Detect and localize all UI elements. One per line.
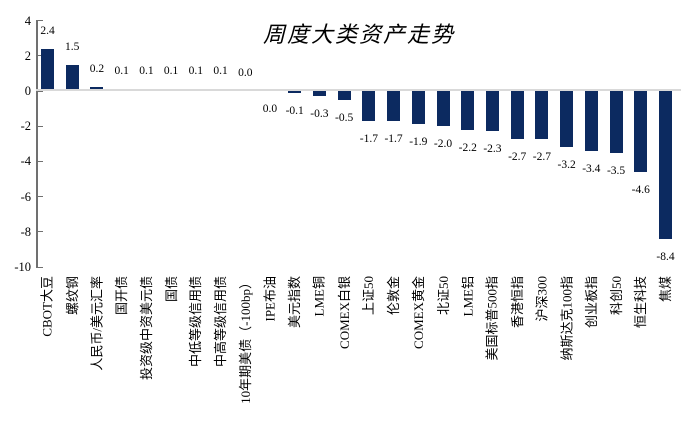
bar-value-label: 1.5	[65, 40, 80, 53]
bar-value-label: -0.1	[285, 104, 304, 117]
x-category-label: 创业板指	[583, 276, 599, 329]
y-tick-mark	[36, 266, 43, 268]
bar	[312, 91, 326, 97]
bar-value-label: 0.0	[262, 103, 278, 115]
y-tick-label: -6	[20, 189, 31, 204]
bar-value-label: 0.1	[139, 65, 154, 78]
bar	[337, 91, 351, 100]
bar-value-label: -2.7	[508, 150, 527, 163]
bar	[411, 91, 425, 125]
bar	[387, 91, 401, 121]
bar-value-label: -2.3	[483, 143, 502, 156]
x-category-label: 10年期美债（-100bp）	[237, 276, 253, 404]
bar-value-label: 0.1	[188, 65, 203, 78]
chart-title: 周度大类资产走势	[262, 22, 455, 47]
x-category-label: 中低等级信用债	[188, 276, 204, 368]
bar-value-label: 0.1	[213, 65, 228, 78]
x-category-label: 香港恒指	[509, 276, 525, 329]
bar	[609, 91, 623, 153]
bar	[634, 91, 648, 172]
x-category-label: 螺纹钢	[64, 276, 80, 316]
bar	[535, 91, 549, 139]
bar	[65, 64, 79, 91]
y-tick-label: -4	[20, 154, 31, 169]
zero-baseline	[36, 89, 681, 92]
x-category-label: LME铜	[311, 276, 327, 317]
x-category-label: 国债	[163, 276, 179, 303]
bar-value-label: -2.7	[532, 150, 551, 163]
bar	[510, 91, 524, 139]
bar-value-label: 2.4	[40, 24, 55, 37]
bar	[41, 48, 54, 91]
y-tick-label: 0	[24, 84, 31, 98]
x-category-label: CBOT大豆	[40, 276, 55, 337]
bar-value-label: -1.9	[409, 136, 428, 149]
x-category-label: 焦煤	[658, 276, 673, 303]
x-category-label: 人民币/美元汇率	[89, 276, 105, 371]
y-tick-mark	[36, 231, 43, 233]
x-category-label: 伦敦金	[386, 276, 402, 316]
bar-value-label: -0.5	[335, 111, 354, 124]
bar	[436, 91, 450, 127]
bar-value-label: 0.1	[163, 65, 179, 78]
x-category-label: 沪深300	[534, 276, 550, 322]
bar-value-label: 0.0	[238, 67, 253, 79]
bar-value-label: -3.5	[606, 164, 626, 177]
x-category-label: 投资级中资美元债	[138, 276, 154, 381]
y-tick-label: -2	[20, 119, 31, 134]
bar-value-label: -1.7	[384, 132, 403, 145]
x-category-label: COMEX白银	[336, 276, 352, 349]
bar	[584, 91, 598, 151]
y-tick-mark	[36, 196, 43, 198]
y-tick-mark	[36, 160, 43, 162]
y-tick-mark	[36, 20, 43, 22]
x-category-label: 国开债	[114, 276, 130, 316]
bar-value-label: -2.2	[458, 141, 477, 154]
x-category-label: IPE布油	[262, 276, 278, 322]
bar	[485, 91, 499, 132]
y-tick-label: 2	[24, 48, 31, 63]
x-category-label: 科创50	[608, 276, 624, 316]
bar-value-label: 0.1	[114, 65, 129, 78]
bar-value-label: -2.0	[433, 138, 453, 151]
x-category-label: 北证50	[435, 276, 451, 316]
y-axis-line	[36, 20, 38, 267]
bar-value-label: -3.2	[557, 159, 576, 172]
y-tick-label: -8	[20, 224, 31, 239]
x-category-label: 美国标普500指	[484, 276, 500, 361]
y-tick-mark	[36, 125, 43, 127]
bar-value-label: -0.3	[310, 108, 329, 121]
y-tick-mark	[36, 55, 43, 57]
y-tick-label: -10	[14, 260, 31, 274]
x-category-label: 上证50	[361, 276, 377, 316]
bar	[461, 91, 475, 130]
x-category-label: 恒生科技	[633, 276, 649, 329]
bar-value-label: -4.6	[631, 183, 650, 196]
bar	[659, 91, 672, 239]
bar-value-label: -3.4	[582, 162, 601, 175]
x-category-label: 中高等级信用债	[213, 276, 229, 368]
bar	[362, 91, 376, 121]
bar-value-label: -1.7	[359, 132, 378, 145]
bar	[288, 91, 302, 93]
y-tick-label: 4	[24, 13, 31, 28]
bar-value-label: -8.4	[656, 250, 675, 263]
x-category-label: 纳斯达克100指	[559, 276, 575, 361]
x-category-label: LME铝	[460, 276, 476, 317]
bar	[560, 91, 574, 148]
x-category-label: 美元指数	[287, 276, 303, 329]
bar-value-label: 0.2	[89, 63, 105, 76]
x-category-label: COMEX黄金	[410, 276, 426, 349]
